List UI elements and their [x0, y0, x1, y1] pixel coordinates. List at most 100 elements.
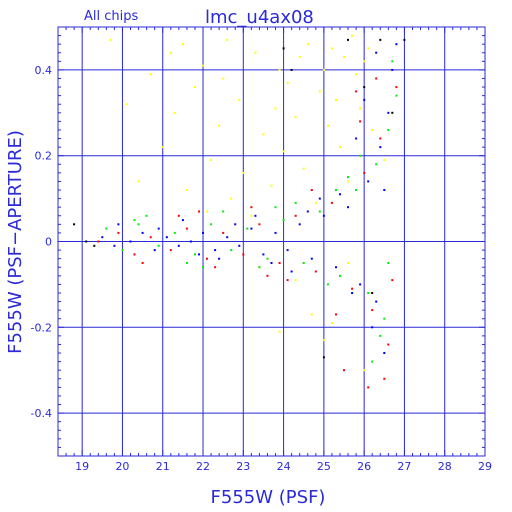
- x-tick-label: 22: [196, 460, 210, 473]
- data-point: [326, 283, 329, 286]
- data-point: [185, 262, 188, 264]
- data-point: [206, 257, 208, 260]
- data-point: [194, 86, 196, 89]
- data-point: [375, 300, 378, 303]
- data-points: [73, 34, 406, 389]
- data-point: [210, 223, 213, 226]
- y-tick-label: 0.4: [35, 64, 53, 77]
- data-point: [387, 343, 390, 346]
- data-point: [351, 292, 354, 294]
- x-tick-label: 29: [478, 460, 492, 473]
- data-point: [266, 274, 269, 277]
- data-point: [173, 111, 176, 114]
- data-point: [355, 189, 358, 191]
- data-point: [149, 73, 152, 76]
- data-point: [149, 236, 152, 239]
- data-point: [133, 219, 136, 222]
- data-point: [214, 266, 217, 269]
- data-point: [330, 201, 333, 204]
- data-point: [383, 377, 386, 380]
- x-tick-label: 23: [236, 460, 250, 473]
- data-point: [286, 249, 289, 252]
- data-point: [347, 38, 349, 41]
- data-point: [137, 180, 140, 183]
- data-point: [206, 210, 208, 213]
- data-point: [254, 51, 257, 54]
- data-point: [318, 197, 321, 200]
- data-point: [226, 236, 229, 239]
- x-tick-label: 28: [438, 460, 452, 473]
- data-point: [363, 171, 366, 174]
- data-point: [322, 339, 325, 342]
- data-point: [194, 253, 196, 256]
- data-point: [387, 111, 390, 114]
- data-point: [173, 231, 176, 234]
- data-point: [222, 77, 225, 80]
- data-point: [322, 68, 325, 71]
- data-point: [137, 223, 140, 226]
- data-point: [278, 262, 281, 264]
- data-point: [185, 227, 188, 230]
- data-point: [347, 176, 349, 179]
- data-point: [375, 51, 378, 54]
- data-point: [294, 279, 297, 282]
- x-axis-label: F555W (PSF): [211, 487, 326, 508]
- chart-title: lmc_u4ax08: [205, 7, 314, 28]
- data-point: [403, 38, 406, 41]
- data-point: [262, 133, 265, 136]
- data-point: [371, 326, 374, 329]
- data-point: [359, 283, 362, 286]
- data-point: [302, 262, 305, 264]
- data-point: [310, 257, 313, 260]
- axis-ticks: [57, 26, 486, 457]
- data-point: [97, 240, 100, 243]
- data-point: [185, 189, 188, 191]
- data-point: [363, 369, 366, 372]
- data-point: [145, 214, 148, 217]
- data-point: [387, 262, 390, 264]
- data-point: [117, 223, 120, 226]
- data-point: [371, 129, 374, 131]
- data-point: [262, 253, 265, 256]
- data-point: [286, 81, 289, 84]
- data-point: [298, 56, 301, 58]
- data-point: [169, 51, 172, 54]
- data-point: [274, 206, 277, 209]
- data-point: [371, 292, 374, 294]
- data-point: [157, 227, 160, 230]
- data-point: [290, 270, 293, 273]
- data-point: [278, 330, 281, 333]
- data-point: [230, 249, 233, 252]
- data-point: [282, 47, 285, 50]
- data-point: [330, 322, 333, 324]
- data-point: [258, 266, 261, 269]
- data-point: [258, 223, 261, 226]
- data-point: [335, 266, 337, 269]
- data-point: [375, 163, 378, 166]
- data-point: [242, 253, 245, 256]
- data-point: [298, 223, 301, 226]
- data-point: [294, 201, 297, 204]
- data-point: [290, 68, 293, 71]
- data-point: [306, 43, 309, 46]
- data-point: [355, 137, 358, 140]
- data-point: [367, 180, 370, 183]
- data-point: [234, 223, 237, 226]
- y-tick-label: -0.4: [31, 407, 52, 420]
- data-point: [121, 249, 124, 252]
- data-point: [202, 231, 204, 234]
- data-point: [169, 249, 172, 252]
- chart-subtitle: All chips: [84, 9, 138, 24]
- data-point: [125, 103, 128, 106]
- data-point: [395, 94, 398, 97]
- data-point: [306, 210, 309, 213]
- data-point: [343, 56, 345, 58]
- y-axis-label: F555W (PSF−APERTURE): [5, 130, 26, 354]
- data-point: [274, 231, 277, 234]
- data-point: [379, 137, 382, 140]
- data-point: [379, 38, 382, 41]
- data-point: [343, 369, 345, 372]
- data-point: [355, 90, 358, 93]
- data-point: [387, 129, 390, 131]
- x-tick-label: 27: [397, 460, 411, 473]
